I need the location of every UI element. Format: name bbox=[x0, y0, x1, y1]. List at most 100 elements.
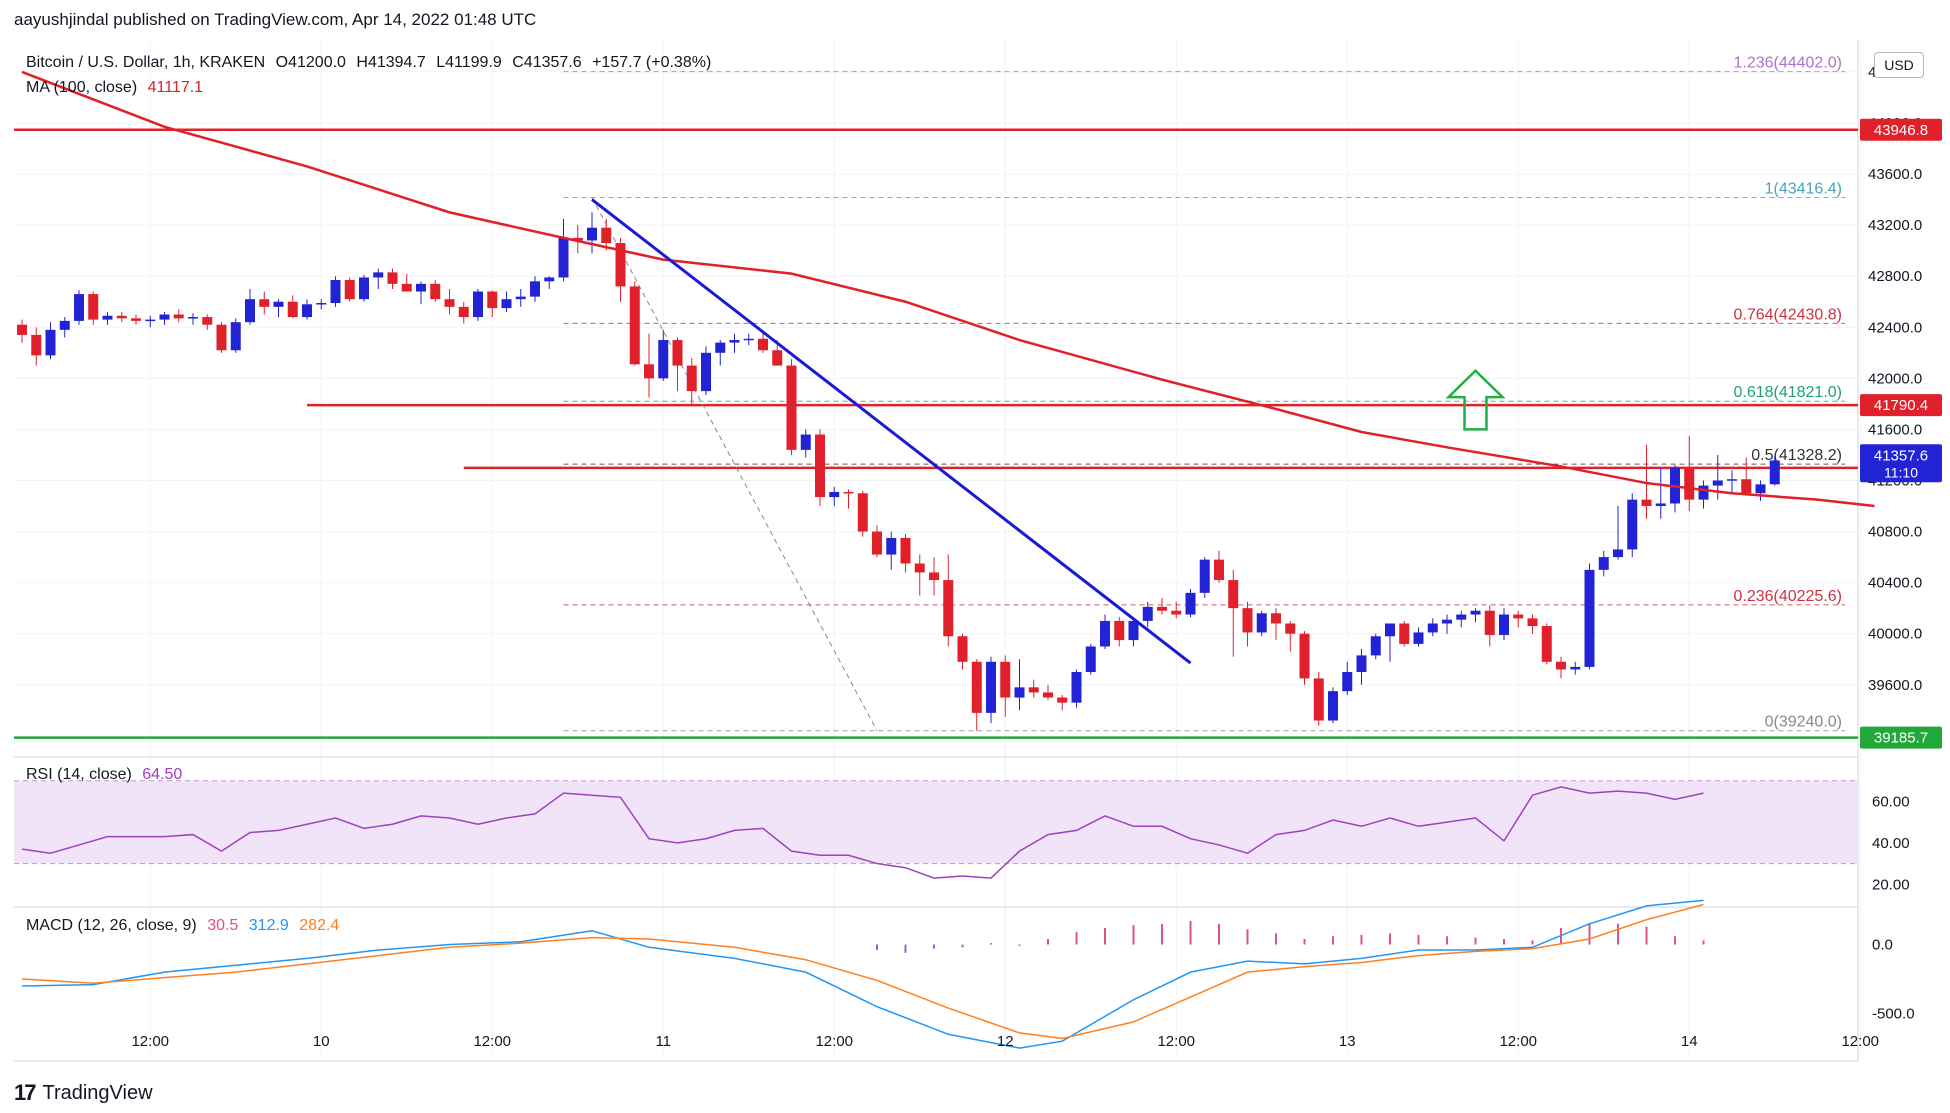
candle-body bbox=[872, 531, 882, 555]
candle-body bbox=[1356, 655, 1367, 673]
price-tick-label: 42800.0 bbox=[1868, 268, 1922, 285]
resistance-price-tag: 41790.4 bbox=[1874, 397, 1928, 414]
last-price-tag-bg bbox=[1860, 444, 1942, 483]
candle-body bbox=[943, 580, 954, 637]
candle-body bbox=[1769, 460, 1780, 485]
time-tick-label: 10 bbox=[313, 1033, 330, 1050]
rsi-band bbox=[14, 780, 1858, 865]
rsi-tick-label: 60.00 bbox=[1872, 793, 1910, 810]
tradingview-logo[interactable]: 17 TradingView bbox=[14, 1080, 153, 1106]
candle-body bbox=[1242, 608, 1253, 633]
candle-body bbox=[914, 563, 925, 573]
price-tick-label: 40000.0 bbox=[1868, 626, 1922, 643]
candle-body bbox=[544, 277, 555, 282]
support-price-tag-bg bbox=[1860, 726, 1942, 749]
candle-body bbox=[743, 338, 754, 341]
candle-body bbox=[59, 320, 70, 330]
candle-body bbox=[88, 294, 99, 320]
candle-body bbox=[401, 283, 412, 292]
candle-body bbox=[1370, 636, 1381, 656]
candle-body bbox=[1541, 626, 1552, 662]
candle-body bbox=[1157, 606, 1167, 611]
macd-series bbox=[21, 899, 1705, 1049]
support-price-tag: 39185.7 bbox=[1874, 730, 1928, 747]
rsi-legend: RSI (14, close) 64.50 bbox=[26, 766, 182, 784]
resistance-price-tag: 43946.8 bbox=[1874, 122, 1928, 139]
candle-body bbox=[1285, 623, 1296, 634]
candle-body bbox=[1499, 614, 1509, 635]
resistance-price-tag-bg bbox=[1860, 394, 1942, 417]
candle-body bbox=[45, 329, 56, 356]
grid-lines bbox=[14, 40, 1861, 1062]
candle-body bbox=[1655, 503, 1666, 507]
price-tick-label: 39600.0 bbox=[1868, 677, 1922, 694]
change-value: +157.7 (+0.38%) bbox=[592, 54, 712, 71]
time-tick-label: 12:00 bbox=[473, 1033, 511, 1050]
rsi-series bbox=[21, 786, 1704, 879]
candle-body bbox=[316, 303, 327, 305]
rsi-tick-label: 40.00 bbox=[1872, 835, 1910, 852]
candle-body bbox=[373, 272, 384, 278]
fib-level-label: 0.764(42430.8) bbox=[1733, 306, 1842, 323]
candle-body bbox=[629, 286, 640, 365]
candle-body bbox=[800, 434, 811, 450]
candle-body bbox=[1199, 559, 1210, 593]
bearish-trend-line bbox=[591, 198, 1192, 665]
price-tick-label: 40800.0 bbox=[1868, 524, 1922, 541]
candle-body bbox=[1313, 678, 1324, 721]
candle-body bbox=[245, 299, 255, 323]
candle-body bbox=[416, 283, 426, 292]
candle-body bbox=[1256, 613, 1267, 633]
time-tick-label: 12:00 bbox=[131, 1033, 169, 1050]
candle-body bbox=[729, 340, 740, 343]
ohlc-legend: Bitcoin / U.S. Dollar, 1h, KRAKEN O41200… bbox=[26, 54, 711, 72]
candle-body bbox=[487, 291, 498, 309]
candle-body bbox=[1613, 549, 1623, 558]
candle-body bbox=[1385, 623, 1395, 637]
candle-body bbox=[644, 364, 654, 379]
candle-body bbox=[387, 272, 398, 284]
candle-body bbox=[74, 294, 84, 321]
fib-level-label: 0.236(40225.6) bbox=[1733, 588, 1842, 605]
candle-body bbox=[857, 493, 868, 532]
macd-signal-value: 282.4 bbox=[299, 917, 340, 934]
arrow-up-icon bbox=[1445, 368, 1506, 431]
candle-body bbox=[1100, 620, 1110, 647]
candle-body bbox=[758, 338, 768, 351]
candle-body bbox=[1427, 623, 1438, 633]
rsi-line bbox=[21, 786, 1704, 879]
time-tick-label: 12 bbox=[997, 1033, 1014, 1050]
candle-body bbox=[501, 299, 512, 309]
candle-body bbox=[330, 280, 341, 304]
candle-body bbox=[829, 491, 840, 498]
candle-body bbox=[1513, 614, 1524, 619]
candle-body bbox=[1085, 646, 1096, 673]
macd-signal-line bbox=[21, 903, 1704, 1040]
candle-body bbox=[1556, 661, 1566, 670]
currency-button[interactable]: USD bbox=[1874, 52, 1924, 78]
candle-body bbox=[772, 350, 783, 366]
candle-body bbox=[102, 315, 113, 320]
last-price-tag-countdown: 11:10 bbox=[1884, 464, 1918, 480]
candle-body bbox=[1028, 687, 1039, 693]
candle-body bbox=[473, 291, 483, 318]
ma-value: 41117.1 bbox=[147, 79, 204, 96]
rsi-band-fill bbox=[14, 780, 1858, 864]
candle-body bbox=[1684, 467, 1695, 500]
candle-body bbox=[230, 322, 241, 351]
last-price-tag: 41357.6 bbox=[1874, 447, 1928, 464]
candle-body bbox=[1185, 592, 1196, 615]
fib-level-label: 0.618(41821.0) bbox=[1733, 384, 1842, 401]
candle-body bbox=[1727, 479, 1737, 481]
price-tick-label: 41600.0 bbox=[1868, 421, 1922, 438]
candle-body bbox=[686, 365, 697, 392]
price-tick-label: 43200.0 bbox=[1868, 217, 1922, 234]
candle-body bbox=[1171, 610, 1182, 615]
rsi-label: RSI (14, close) bbox=[26, 766, 132, 783]
candle-body bbox=[1527, 618, 1538, 627]
close-value: C41357.6 bbox=[512, 54, 582, 71]
open-value: O41200.0 bbox=[275, 54, 346, 71]
candle-body bbox=[173, 314, 184, 319]
overlays bbox=[21, 70, 1875, 665]
